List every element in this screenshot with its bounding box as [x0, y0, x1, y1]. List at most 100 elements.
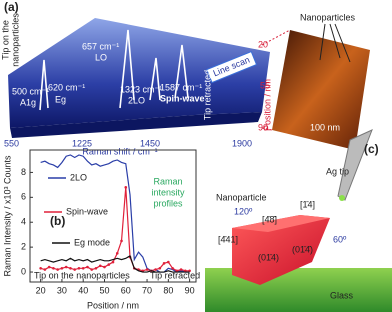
nanoparticles-label: Nanoparticles [300, 12, 356, 22]
connector [261, 29, 291, 46]
x-tick-label: 80 [163, 285, 173, 295]
point [39, 267, 42, 270]
raman-surface [8, 18, 270, 128]
surface-front [10, 112, 262, 138]
pointer [319, 23, 351, 63]
plot-frame [29, 149, 197, 283]
point [111, 260, 115, 264]
peaks [39, 29, 189, 111]
peak-label: 657 cm⁻¹ [82, 41, 119, 51]
tip-on-label: Tip on the [0, 20, 10, 60]
point [64, 265, 68, 269]
x-axis-title: Position / nm [87, 300, 139, 310]
point [124, 186, 128, 189]
point [154, 268, 157, 271]
peak-label: 1587 cm⁻¹ [160, 82, 202, 92]
panel-c: (c) Ag tip Nanoparticle 120º 60º [4̄41] … [205, 129, 392, 312]
legend-label: Spin-wave [66, 206, 108, 216]
y-tick-label: 2 [21, 242, 26, 252]
point [77, 267, 81, 270]
connector [261, 127, 273, 131]
x-tick-label: 30 [57, 285, 67, 295]
point [56, 268, 59, 271]
index-label: [4̄41] [218, 234, 238, 244]
legend-label: 2LO [70, 172, 87, 182]
y-axis-title: Raman Intensity / x10³ Counts [2, 155, 12, 277]
panel-label: (a) [4, 0, 19, 14]
point [43, 268, 47, 271]
index-label: [1̄4] [300, 199, 315, 209]
peak-label: 2LO [128, 95, 145, 105]
x-tick-label: 60 [121, 285, 131, 295]
glass-label: Glass [330, 290, 354, 300]
point [94, 267, 98, 270]
y-tick-label: 0 [21, 266, 26, 276]
position-tick: 90 [258, 122, 268, 132]
point [162, 262, 166, 265]
angle-label: 120º [234, 206, 253, 216]
panel-a: (a) Tip on the nanoparticles 657 cm⁻¹ LO… [0, 0, 370, 156]
point [115, 252, 119, 255]
panel-label: (c) [364, 142, 379, 156]
point [52, 267, 55, 270]
point [81, 267, 85, 270]
x-tick-label: 50 [99, 285, 109, 295]
y-tick-label: 4 [21, 217, 26, 227]
x-tick-label: 90 [185, 285, 195, 295]
point [107, 263, 111, 266]
point [120, 239, 123, 243]
scale-label: 100 nm [310, 122, 340, 132]
peak-label: 620 cm⁻¹ [48, 82, 85, 92]
tip-apex [339, 195, 345, 201]
y-tick-label: 6 [21, 192, 26, 202]
annotation: Tip retracted [150, 270, 200, 280]
point [69, 267, 72, 270]
annotation: intensity [151, 187, 185, 197]
annotation: Raman [153, 176, 182, 186]
ag-tip [337, 129, 373, 201]
point [47, 265, 51, 269]
angle-label: 60º [333, 234, 347, 244]
point [60, 267, 64, 270]
peak-label: 500 cm⁻¹ [12, 86, 49, 96]
x-tick-label: 70 [142, 285, 152, 295]
shift-tick: 1450 [140, 138, 160, 148]
tip-label: Ag tip [326, 166, 349, 176]
shift-label: Raman shift / cm⁻¹ [82, 146, 157, 156]
line-scan-box [206, 50, 258, 84]
peak-label: Eg [55, 94, 66, 104]
index-label: (01̄4) [258, 252, 279, 262]
point [167, 260, 170, 264]
annotation: Tip on the nanoparticles [34, 270, 130, 280]
point [90, 268, 94, 271]
x-tick-label: 20 [36, 285, 46, 295]
peak-label: Spin-wave [160, 93, 205, 103]
series-line [40, 254, 190, 273]
position-tick: 55 [260, 80, 270, 90]
annotation: profiles [153, 198, 183, 208]
index-label: (01̄4̄) [292, 244, 313, 254]
shift-tick: 550 [4, 138, 19, 148]
nanoparticle [232, 215, 330, 285]
afm-image [272, 30, 370, 150]
nanoparticle-top [232, 215, 330, 232]
index-label: [4̄8̄] [262, 214, 277, 224]
point [86, 265, 89, 269]
peak-label: 1323 cm⁻¹ [120, 84, 162, 94]
panel-label: (b) [50, 214, 65, 228]
point [145, 268, 149, 271]
tip-on-label: nanoparticles [10, 13, 20, 67]
shift-tick: 1225 [72, 138, 92, 148]
point [103, 265, 106, 269]
peak-label: LO [95, 52, 107, 62]
tip-retracted: Tip retracted [202, 70, 212, 120]
point [73, 268, 76, 271]
position-label: Position / nm [262, 79, 272, 131]
shift-tick: 1900 [232, 138, 252, 148]
legend-label: Eg mode [74, 237, 110, 247]
point [98, 264, 102, 268]
x-tick-label: 40 [78, 285, 88, 295]
y-tick-label: 8 [21, 167, 26, 177]
point [158, 267, 162, 270]
particle-label: Nanoparticle [216, 192, 267, 202]
